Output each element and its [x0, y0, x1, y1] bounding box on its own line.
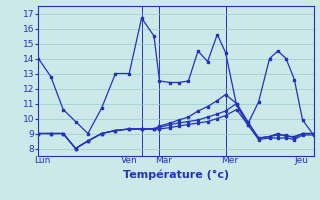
- Text: Mer: Mer: [221, 156, 238, 165]
- Text: Mar: Mar: [155, 156, 172, 165]
- Text: Lun: Lun: [34, 156, 51, 165]
- X-axis label: Température (°c): Température (°c): [123, 170, 229, 180]
- Text: Ven: Ven: [121, 156, 138, 165]
- Text: Jeu: Jeu: [294, 156, 308, 165]
